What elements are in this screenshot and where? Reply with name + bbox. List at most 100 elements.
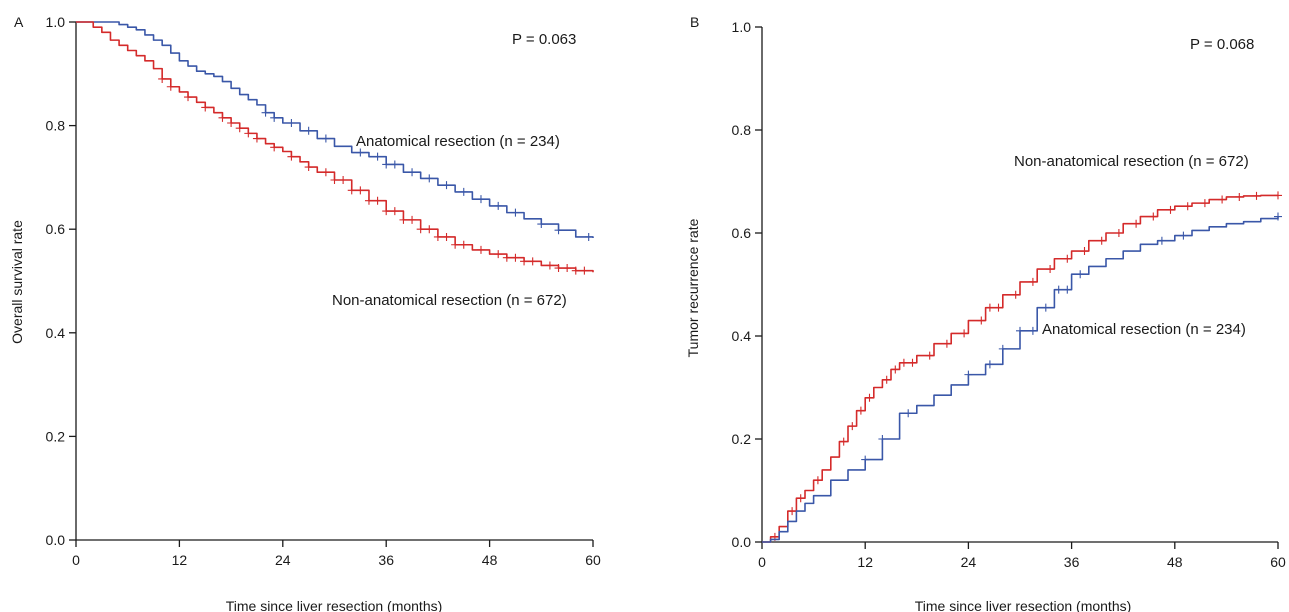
- panel-a-censor-mark-anatomical: [261, 108, 270, 117]
- panel-b-censor-mark-non-anatomical: [994, 303, 1003, 312]
- panel-a-censor-mark-non-anatomical: [554, 264, 563, 273]
- panel-a-censor-mark-anatomical: [476, 195, 485, 204]
- panel-b-censor-mark-non-anatomical: [908, 358, 917, 367]
- panel-a-censor-mark-non-anatomical: [304, 163, 313, 172]
- panel-a-censor-mark-non-anatomical: [166, 82, 175, 91]
- panel-a-censor-mark-anatomical: [390, 160, 399, 169]
- panel-a-censor-mark-non-anatomical: [442, 232, 451, 241]
- panel-b-censor-mark-non-anatomical: [1166, 205, 1175, 214]
- panel-b-censor-mark-non-anatomical: [839, 437, 848, 446]
- panel-b-pvalue: P = 0.068: [1190, 36, 1254, 53]
- panel-a-censor-mark-non-anatomical: [252, 134, 261, 143]
- panel-b-censor-mark-non-anatomical: [942, 339, 951, 348]
- panel-a-censor-mark-non-anatomical: [433, 232, 442, 241]
- panel-b-censor-mark-non-anatomical: [1274, 191, 1282, 200]
- panel-b-censor-mark-non-anatomical: [796, 494, 805, 503]
- panel-b-censor-mark-non-anatomical: [856, 406, 865, 415]
- panel-a-censor-mark-non-anatomical: [545, 261, 554, 270]
- panel-a-x-tick-label: 36: [378, 552, 394, 568]
- panel-b-curve-anatomical: [762, 216, 1279, 543]
- panel-a-x-tick-label: 0: [72, 552, 80, 568]
- panel-b-censor-mark-non-anatomical: [1011, 290, 1020, 299]
- panel-b-censor-mark-anatomical: [1157, 236, 1166, 245]
- panel-b-censor-mark-non-anatomical: [899, 358, 908, 367]
- panel-a-censor-mark-non-anatomical: [459, 240, 468, 249]
- panel-a-censor-mark-anatomical: [425, 174, 434, 183]
- panel-b-censor-mark-non-anatomical: [891, 365, 900, 374]
- panel-a-censor-mark-non-anatomical: [244, 129, 253, 138]
- panel-a-censor-mark-anatomical: [382, 160, 391, 169]
- panel-b-y-tick-label: 0.4: [732, 328, 752, 344]
- panel-a-censor-mark-non-anatomical: [270, 143, 279, 152]
- panel-a-censor-mark-non-anatomical: [287, 152, 296, 161]
- panel-a-censor-mark-non-anatomical: [580, 266, 589, 275]
- panel-b-censor-mark-non-anatomical: [1046, 265, 1055, 274]
- panel-a-censor-mark-anatomical: [270, 113, 279, 122]
- panel-b-x-axis-title: Time since liver resection (months): [915, 598, 1132, 612]
- panel-a-x-tick-label: 12: [172, 552, 188, 568]
- panel-b-censor-mark-non-anatomical: [1063, 254, 1072, 263]
- panel-a-censor-mark-non-anatomical: [356, 186, 365, 195]
- panel-b-censor-mark-non-anatomical: [925, 351, 934, 360]
- panel-b-curve-non-anatomical: [762, 194, 1278, 543]
- panel-a-censor-mark-anatomical: [511, 208, 520, 217]
- panel-b-censor-mark-non-anatomical: [1114, 229, 1123, 237]
- panel-b-y-tick-label: 0.2: [732, 431, 752, 447]
- panel-b-censor-mark-anatomical: [1063, 285, 1072, 294]
- panel-a-pvalue: P = 0.063: [512, 31, 576, 48]
- panel-a: A P = 0.063 Anatomical resection (n = 23…: [9, 14, 601, 612]
- panel-a-censor-mark-anatomical: [459, 187, 468, 196]
- panel-a-censor-mark-anatomical: [373, 152, 382, 161]
- panel-a-letter: A: [14, 14, 24, 30]
- panel-a-censor-mark-non-anatomical: [451, 240, 460, 249]
- panel-a-censor-mark-non-anatomical: [382, 207, 391, 216]
- panel-b-censor-mark-non-anatomical: [1218, 195, 1227, 204]
- panel-a-y-tick-label: 1.0: [46, 14, 66, 30]
- panel-b-censor-mark-non-anatomical: [865, 393, 874, 402]
- panel-b-y-tick-label: 1.0: [732, 19, 752, 35]
- panel-b-censor-mark-non-anatomical: [882, 375, 891, 384]
- panel-a-censor-mark-non-anatomical: [184, 93, 193, 102]
- panel-b-censor-mark-anatomical: [1054, 285, 1063, 294]
- panel-a-censor-mark-anatomical: [494, 201, 503, 210]
- panel-a-x-tick-label: 24: [275, 552, 291, 568]
- panel-a-censor-mark-non-anatomical: [373, 196, 382, 205]
- panel-a-censor-mark-non-anatomical: [494, 250, 503, 259]
- panel-b-censor-mark-anatomical: [985, 360, 994, 369]
- panel-b-x-tick-label: 24: [961, 554, 977, 570]
- panel-b-censor-mark-non-anatomical: [848, 422, 857, 431]
- panel-b-censor-mark-non-anatomical: [1028, 277, 1037, 286]
- panel-b-censor-mark-non-anatomical: [1183, 202, 1192, 211]
- panel-a-censor-mark-anatomical: [321, 134, 330, 143]
- panel-a-censor-mark-anatomical: [584, 232, 593, 241]
- panel-a-censor-mark-non-anatomical: [416, 225, 425, 234]
- panel-b-y-tick-label: 0.0: [732, 534, 752, 550]
- panel-a-censor-mark-non-anatomical: [528, 257, 537, 266]
- panel-a-x-tick-label: 60: [585, 552, 601, 568]
- panel-a-curve-anatomical: [76, 21, 594, 239]
- panel-a-y-tick-label: 0.6: [46, 221, 66, 237]
- panel-a-censor-mark-non-anatomical: [511, 253, 520, 262]
- panel-a-label-non-anatomical: Non-anatomical resection (n = 672): [332, 292, 567, 309]
- panel-b-x-tick-label: 36: [1064, 554, 1080, 570]
- panel-a-y-axis-title: Overall survival rate: [9, 220, 25, 344]
- panel-b-censor-mark-anatomical: [1041, 303, 1050, 312]
- panel-b-censor-mark-non-anatomical: [977, 316, 986, 325]
- panel-a-x-axis-title: Time since liver resection (months): [226, 598, 443, 612]
- panel-a-y-tick-label: 0.0: [46, 532, 66, 548]
- panel-b-censor-mark-anatomical: [1076, 270, 1085, 279]
- panel-b-label-anatomical: Anatomical resection (n = 234): [1042, 321, 1246, 338]
- panel-b-censor-mark-non-anatomical: [1252, 191, 1261, 200]
- panel-a-censor-mark-anatomical: [408, 168, 417, 177]
- panel-a-censor-mark-non-anatomical: [502, 253, 511, 262]
- panel-a-y-tick-label: 0.4: [46, 325, 66, 341]
- panel-b-x-tick-label: 0: [758, 554, 766, 570]
- panel-b-censor-mark-anatomical: [964, 370, 973, 379]
- panel-b-censor-mark-anatomical: [1016, 326, 1024, 335]
- panel-a-censor-mark-anatomical: [537, 220, 546, 229]
- panel-a-censor-mark-non-anatomical: [408, 215, 417, 224]
- panel-b-x-tick-label: 60: [1270, 554, 1286, 570]
- panel-b-censor-mark-non-anatomical: [1149, 212, 1158, 221]
- panel-a-censor-mark-non-anatomical: [571, 266, 580, 275]
